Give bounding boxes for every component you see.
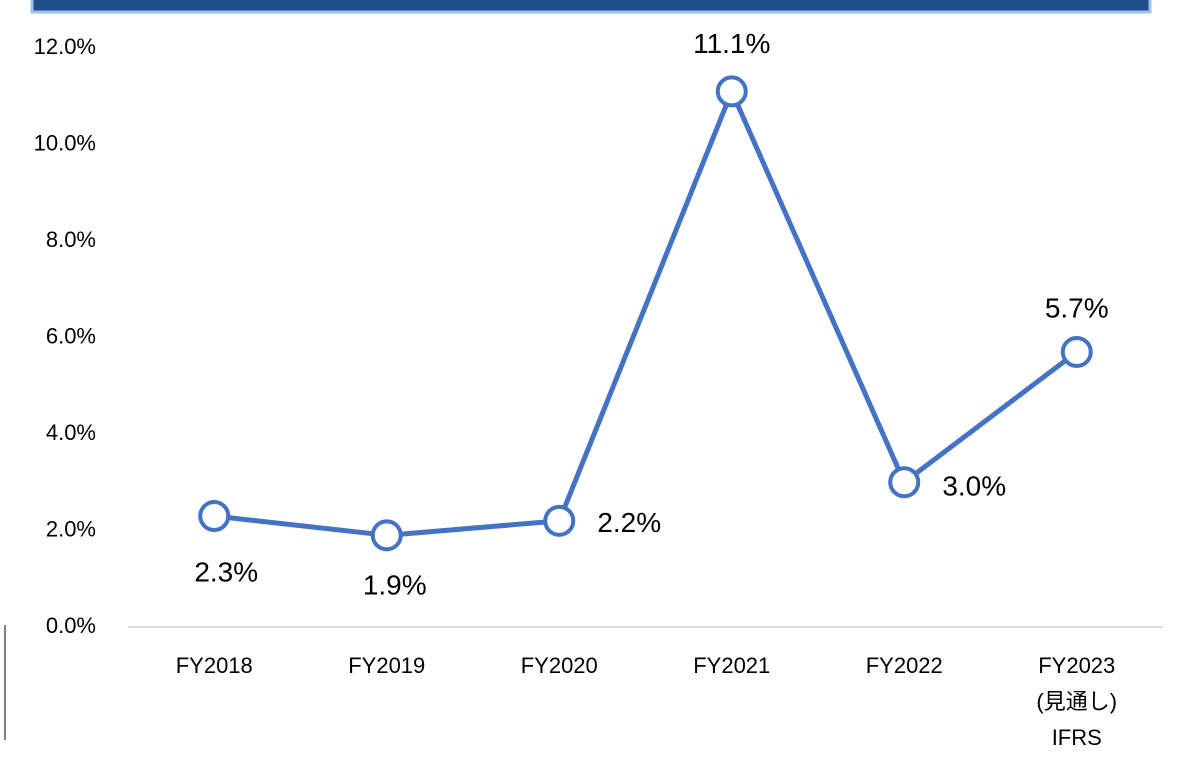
marker xyxy=(370,519,403,552)
marker xyxy=(888,466,921,499)
y-tick-label: 2.0% xyxy=(46,516,96,541)
marker xyxy=(715,75,748,108)
y-tick-label: 12.0% xyxy=(34,34,96,59)
y-tick-label: 0.0% xyxy=(46,613,96,638)
y-tick-label: 10.0% xyxy=(34,130,96,155)
y-tick-label: 8.0% xyxy=(46,227,96,252)
data-label: 1.9% xyxy=(363,570,427,601)
y-tick-label: 6.0% xyxy=(46,323,96,348)
data-label: 5.7% xyxy=(1045,292,1109,323)
marker xyxy=(1060,335,1093,368)
header-bar xyxy=(30,0,1152,14)
data-label: 11.1% xyxy=(693,28,770,59)
x-tick-label: FY2020 xyxy=(521,653,598,678)
marker xyxy=(543,504,576,537)
x-tick-label: FY2022 xyxy=(866,653,943,678)
marker xyxy=(198,500,231,533)
data-label: 2.3% xyxy=(194,556,258,587)
line xyxy=(213,88,1079,538)
data-label: 3.0% xyxy=(942,471,1006,502)
data-label: 2.2% xyxy=(597,507,661,538)
y-tick-label: 4.0% xyxy=(46,420,96,445)
x-tick-label: FY2023 (見通し) IFRS xyxy=(1036,653,1117,750)
x-tick-label: FY2021 xyxy=(693,653,770,678)
x-tick-label: FY2018 xyxy=(176,653,253,678)
x-tick-label: FY2019 xyxy=(348,653,425,678)
